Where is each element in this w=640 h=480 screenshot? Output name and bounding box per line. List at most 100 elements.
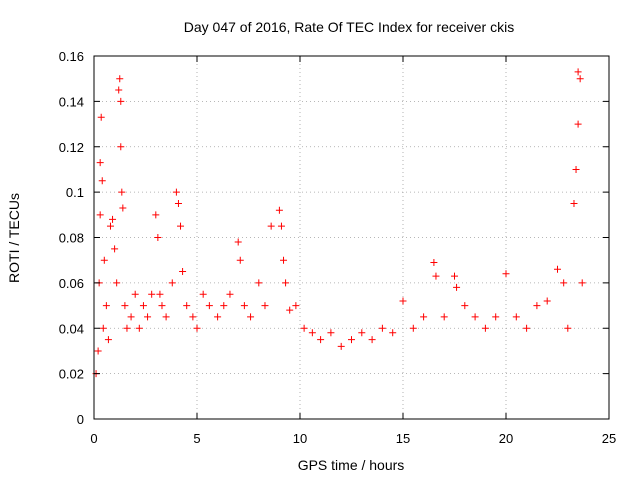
data-point	[127, 313, 135, 321]
data-point	[327, 329, 335, 337]
data-point	[282, 279, 290, 287]
data-point	[461, 302, 469, 310]
data-point	[220, 302, 228, 310]
y-tick-label: 0.06	[59, 276, 84, 291]
data-point	[576, 75, 584, 83]
y-tick-label: 0.04	[59, 321, 84, 336]
data-point	[432, 272, 440, 280]
data-point	[104, 336, 112, 344]
data-point	[139, 302, 147, 310]
data-point	[399, 297, 407, 305]
data-point	[430, 258, 438, 266]
data-points	[92, 68, 586, 378]
data-point	[286, 306, 294, 314]
data-point	[172, 188, 180, 196]
data-point	[368, 336, 376, 344]
data-point	[409, 324, 417, 332]
axis-ticks	[93, 55, 610, 420]
data-point	[205, 302, 213, 310]
data-point	[98, 177, 106, 185]
data-point	[117, 143, 125, 151]
data-point	[131, 290, 139, 298]
y-tick-label: 0.12	[59, 140, 84, 155]
data-point	[168, 279, 176, 287]
data-point	[162, 313, 170, 321]
data-point	[123, 324, 131, 332]
data-point	[280, 256, 288, 264]
data-point	[574, 68, 582, 76]
data-point	[177, 222, 185, 230]
data-point	[119, 204, 127, 212]
data-point	[267, 222, 275, 230]
data-point	[193, 324, 201, 332]
data-point	[453, 283, 461, 291]
grid-lines	[94, 56, 609, 419]
x-tick-label: 10	[293, 431, 307, 446]
data-point	[574, 120, 582, 128]
data-point	[492, 313, 500, 321]
data-point	[109, 215, 117, 223]
data-point	[277, 222, 285, 230]
x-tick-label: 5	[193, 431, 200, 446]
data-point	[554, 265, 561, 273]
data-point	[96, 211, 104, 219]
y-tick-label: 0.14	[59, 94, 84, 109]
y-tick-label: 0	[77, 412, 84, 427]
y-tick-labels: 0 0.02 0.04 0.06 0.08 0.1 0.12 0.14 0.16	[59, 49, 84, 427]
data-point	[113, 279, 121, 287]
data-point	[378, 324, 386, 332]
data-point	[106, 222, 114, 230]
data-point	[308, 329, 316, 337]
data-point	[543, 297, 551, 305]
data-point	[117, 97, 125, 105]
data-point	[471, 313, 479, 321]
data-point	[300, 324, 308, 332]
data-point	[560, 279, 568, 287]
data-point	[236, 256, 244, 264]
data-point	[135, 324, 143, 332]
data-point	[564, 324, 572, 332]
data-point	[102, 302, 110, 310]
data-point	[183, 302, 191, 310]
data-point	[337, 342, 345, 350]
data-point	[389, 329, 397, 337]
data-point	[451, 272, 458, 280]
data-point	[156, 290, 164, 298]
data-point	[118, 188, 126, 196]
data-point	[154, 234, 162, 241]
data-point	[578, 279, 586, 287]
data-point	[292, 302, 300, 310]
data-point	[152, 211, 160, 219]
data-point	[512, 313, 520, 321]
data-point	[261, 302, 269, 310]
data-point	[121, 302, 129, 310]
data-point	[523, 324, 531, 332]
data-point	[570, 199, 578, 207]
y-tick-label: 0.02	[59, 367, 84, 382]
y-tick-label: 0.08	[59, 231, 84, 246]
data-point	[214, 313, 222, 321]
data-point	[179, 268, 187, 276]
data-point	[348, 336, 355, 344]
data-point	[148, 290, 156, 298]
data-point	[189, 313, 197, 321]
x-tick-labels: 0 5 10 15 20 25	[90, 431, 616, 446]
data-point	[111, 245, 119, 253]
data-point	[255, 279, 263, 287]
data-point	[481, 324, 489, 332]
data-point	[199, 290, 207, 298]
data-point	[533, 302, 541, 310]
data-point	[100, 256, 108, 264]
x-tick-label: 20	[499, 431, 513, 446]
data-point	[572, 165, 580, 173]
y-tick-label: 0.1	[66, 185, 84, 200]
data-point	[99, 324, 107, 332]
plot-frame	[93, 55, 610, 420]
data-point	[247, 313, 255, 321]
x-tick-label: 25	[602, 431, 616, 446]
x-tick-label: 15	[396, 431, 410, 446]
y-axis-label: ROTI / TECUs	[6, 193, 22, 283]
data-point	[358, 329, 366, 337]
data-point	[115, 86, 123, 94]
